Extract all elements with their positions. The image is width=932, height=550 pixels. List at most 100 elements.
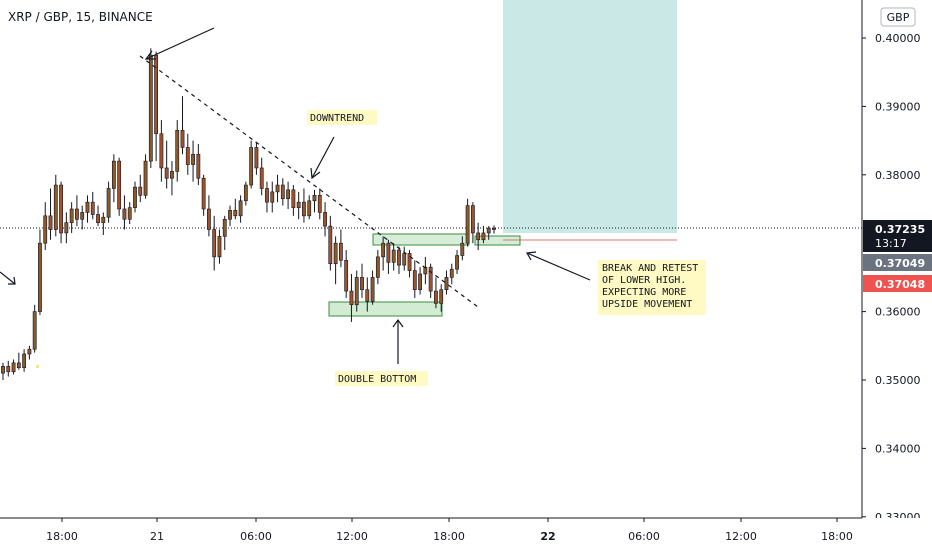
last-price-tag[interactable]: 0.37235 13:17 <box>863 220 932 252</box>
candle[interactable] <box>90 191 95 220</box>
candle[interactable] <box>80 205 85 230</box>
candle[interactable] <box>48 188 53 240</box>
arrow-to-high[interactable] <box>145 27 215 60</box>
candle[interactable] <box>159 120 164 182</box>
arrow-left-edge[interactable] <box>0 271 16 285</box>
candle[interactable] <box>381 236 386 271</box>
candle[interactable] <box>354 270 359 312</box>
candle[interactable] <box>27 345 32 360</box>
candle[interactable] <box>338 229 343 268</box>
candle[interactable] <box>233 198 238 220</box>
candle[interactable] <box>265 181 269 213</box>
candle[interactable] <box>148 48 153 168</box>
candle[interactable] <box>164 140 169 189</box>
candle[interactable] <box>238 195 243 223</box>
price-tag-3[interactable]: 0.37048 <box>863 275 932 292</box>
candle[interactable] <box>460 236 465 261</box>
candle[interactable] <box>360 263 364 298</box>
candle[interactable] <box>323 202 327 237</box>
candle[interactable] <box>286 181 290 209</box>
candle[interactable] <box>407 250 412 278</box>
candle[interactable] <box>191 140 195 182</box>
candle[interactable] <box>449 263 454 285</box>
candle[interactable] <box>470 202 475 244</box>
candle[interactable] <box>138 174 143 203</box>
candle[interactable] <box>492 225 496 234</box>
candle[interactable] <box>222 215 227 251</box>
candle[interactable] <box>154 51 159 162</box>
candle[interactable] <box>1 362 5 380</box>
candle[interactable] <box>391 243 396 271</box>
candle[interactable] <box>434 277 438 309</box>
candle[interactable] <box>6 360 11 377</box>
candle[interactable] <box>106 181 111 223</box>
candle[interactable] <box>117 157 122 216</box>
candle[interactable] <box>465 198 470 247</box>
candle[interactable] <box>201 174 206 216</box>
arrow-to-downtrend[interactable] <box>311 136 335 179</box>
candle[interactable] <box>133 181 137 213</box>
candle[interactable] <box>207 195 211 237</box>
time-axis-bg[interactable] <box>0 518 932 550</box>
currency-button-frame[interactable] <box>880 7 916 27</box>
candle[interactable] <box>22 349 27 372</box>
candle[interactable] <box>101 212 106 235</box>
candle[interactable] <box>212 215 217 271</box>
break-retest-label[interactable]: BREAK AND RETEST OF LOWER HIGH. EXPECTIN… <box>602 263 704 310</box>
candle[interactable] <box>270 181 275 213</box>
candle[interactable] <box>32 304 37 353</box>
currency-button[interactable]: GBP <box>887 11 910 24</box>
downtrend-line[interactable] <box>139 55 479 308</box>
candle[interactable] <box>280 178 285 206</box>
candle[interactable] <box>476 222 481 251</box>
candle[interactable] <box>333 236 338 285</box>
candle[interactable] <box>69 202 74 233</box>
candle[interactable] <box>439 284 444 312</box>
double-bottom-label[interactable]: DOUBLE BOTTOM <box>338 374 416 385</box>
candle[interactable] <box>349 273 354 322</box>
candle[interactable] <box>307 195 312 220</box>
candle[interactable] <box>180 96 185 155</box>
price-tag-2[interactable]: 0.37049 <box>863 254 932 271</box>
candle[interactable] <box>122 195 127 230</box>
candle[interactable] <box>375 250 380 285</box>
candle[interactable] <box>397 246 401 274</box>
candle[interactable] <box>217 229 222 264</box>
candle[interactable] <box>317 188 322 220</box>
candle[interactable] <box>386 239 391 274</box>
candle[interactable] <box>85 195 90 223</box>
candle[interactable] <box>486 226 491 240</box>
retest-zone-box-right[interactable] <box>474 235 521 246</box>
candle[interactable] <box>423 256 428 285</box>
candle[interactable] <box>370 270 375 305</box>
candle[interactable] <box>365 277 370 312</box>
candle[interactable] <box>16 352 21 370</box>
candle[interactable] <box>11 359 16 375</box>
candle[interactable] <box>249 140 254 189</box>
candle[interactable] <box>312 189 317 213</box>
candle[interactable] <box>296 191 301 220</box>
candle[interactable] <box>259 157 264 196</box>
candle[interactable] <box>243 181 248 206</box>
candle[interactable] <box>254 141 259 175</box>
candle[interactable] <box>344 250 349 298</box>
long-position-target-zone[interactable] <box>503 0 677 233</box>
double-bottom-zone-box[interactable] <box>328 301 443 317</box>
candle[interactable] <box>196 144 201 186</box>
candle[interactable] <box>418 267 422 295</box>
candle[interactable] <box>402 246 407 271</box>
candle[interactable] <box>275 174 280 203</box>
candle[interactable] <box>64 212 69 244</box>
candle[interactable] <box>43 202 48 251</box>
candle[interactable] <box>143 154 148 199</box>
candle[interactable] <box>412 260 417 298</box>
candle[interactable] <box>170 161 174 196</box>
candle[interactable] <box>328 215 333 271</box>
candle[interactable] <box>96 205 100 227</box>
candle[interactable] <box>444 270 449 295</box>
candle[interactable] <box>291 185 296 216</box>
downtrend-label[interactable]: DOWNTREND <box>310 113 364 124</box>
candle[interactable] <box>185 133 190 175</box>
arrow-to-retest[interactable] <box>526 252 591 281</box>
